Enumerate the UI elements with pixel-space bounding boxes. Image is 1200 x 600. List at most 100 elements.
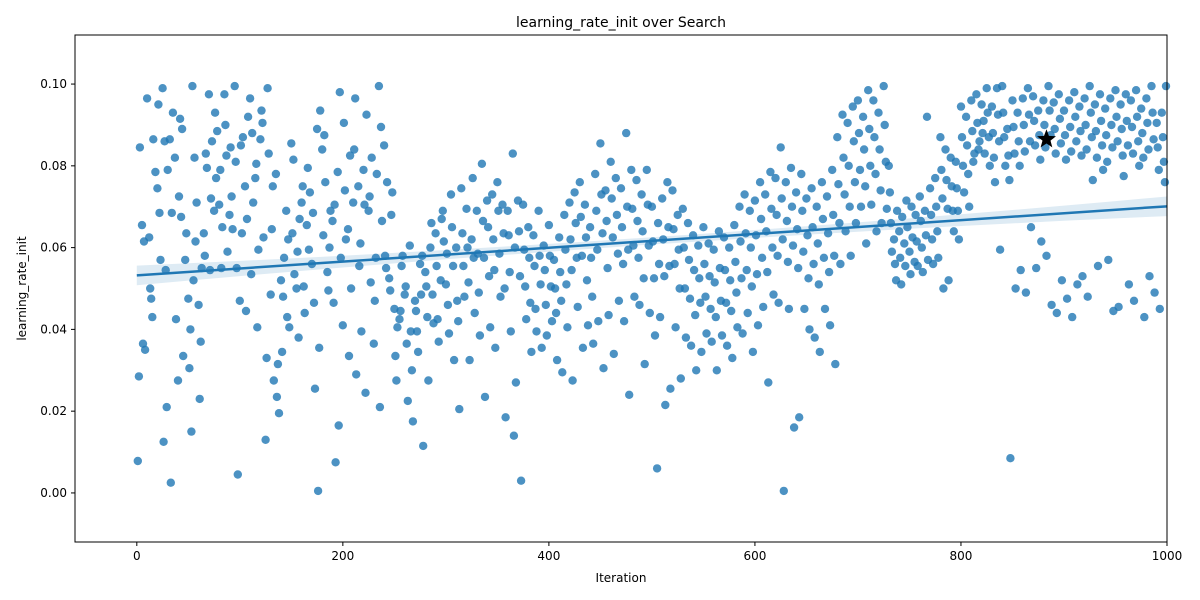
- data-point: [807, 184, 816, 193]
- data-point: [928, 259, 938, 269]
- data-point: [814, 280, 823, 289]
- data-point: [1000, 133, 1009, 142]
- data-point: [558, 368, 567, 377]
- data-point: [1051, 149, 1060, 158]
- data-point: [447, 223, 457, 232]
- data-point: [1016, 265, 1025, 275]
- data-point: [663, 178, 672, 187]
- data-point: [1071, 112, 1080, 122]
- data-point: [938, 194, 947, 203]
- data-point: [448, 261, 458, 271]
- data-point: [537, 343, 546, 352]
- x-tick-label: 0: [133, 549, 141, 563]
- data-point: [525, 253, 534, 262]
- data-point: [633, 216, 642, 226]
- data-point: [815, 347, 824, 357]
- data-point: [618, 259, 628, 269]
- data-point: [366, 278, 375, 287]
- data-point: [501, 413, 510, 422]
- data-point: [823, 229, 833, 238]
- data-point: [712, 366, 721, 375]
- data-point: [1052, 308, 1062, 318]
- data-point: [998, 81, 1007, 91]
- data-point: [625, 390, 634, 399]
- data-point: [241, 306, 251, 316]
- data-point: [685, 294, 695, 303]
- data-point: [1114, 302, 1123, 312]
- data-point: [1090, 100, 1100, 109]
- data-point: [766, 167, 775, 177]
- data-point: [320, 131, 329, 140]
- data-point: [387, 210, 396, 220]
- data-point: [969, 157, 978, 166]
- data-point: [697, 347, 706, 357]
- data-point: [773, 251, 782, 260]
- data-point: [872, 227, 881, 236]
- data-point: [714, 227, 724, 236]
- data-point: [226, 143, 235, 152]
- data-point: [412, 327, 422, 336]
- data-point: [676, 374, 685, 383]
- data-point: [974, 145, 983, 154]
- data-point: [652, 464, 662, 473]
- data-point: [1123, 141, 1133, 150]
- data-point: [885, 188, 895, 197]
- data-point: [1070, 88, 1079, 97]
- data-point: [1005, 175, 1014, 185]
- data-point: [431, 229, 440, 238]
- data-point: [692, 366, 701, 375]
- data-point: [681, 333, 691, 342]
- data-point: [639, 274, 648, 283]
- data-point: [361, 388, 370, 397]
- data-point: [576, 212, 585, 222]
- data-point: [845, 202, 854, 211]
- data-point: [939, 284, 948, 293]
- data-point: [591, 169, 600, 179]
- data-point: [772, 210, 781, 220]
- data-point: [922, 112, 932, 122]
- data-point: [489, 235, 498, 244]
- data-point: [1068, 312, 1077, 322]
- data-point: [516, 476, 526, 485]
- data-point: [779, 486, 788, 496]
- data-point: [1034, 106, 1043, 115]
- data-point: [1137, 104, 1146, 113]
- data-point: [799, 247, 808, 256]
- data-point: [1015, 161, 1024, 170]
- data-point: [890, 259, 900, 269]
- data-point: [167, 208, 176, 218]
- data-point: [977, 100, 986, 109]
- data-point: [521, 282, 530, 291]
- data-point: [980, 149, 989, 158]
- data-point: [474, 288, 483, 297]
- data-point: [261, 435, 270, 444]
- data-point: [408, 417, 418, 426]
- data-point: [730, 220, 739, 230]
- data-point: [199, 229, 208, 238]
- data-point: [782, 216, 792, 226]
- data-point: [1112, 112, 1121, 122]
- data-point: [731, 257, 740, 267]
- data-point: [1104, 255, 1113, 265]
- data-point: [236, 141, 246, 150]
- y-axis-ticks: 0.00 0.02 0.04 0.06 0.08 0.10: [40, 77, 75, 500]
- data-point: [264, 149, 273, 158]
- data-point: [783, 257, 793, 267]
- data-point: [936, 133, 945, 142]
- data-point: [346, 284, 356, 293]
- data-point: [640, 359, 649, 369]
- data-point: [242, 214, 252, 224]
- data-point: [812, 202, 821, 211]
- data-point: [580, 200, 590, 209]
- data-point: [658, 194, 667, 203]
- data-point: [882, 204, 891, 213]
- data-point: [989, 153, 999, 162]
- data-point: [866, 161, 875, 170]
- data-point: [836, 259, 845, 269]
- data-point: [174, 192, 184, 201]
- data-point: [1009, 122, 1018, 132]
- data-point: [650, 331, 660, 340]
- data-point: [573, 302, 582, 312]
- data-point: [864, 86, 873, 95]
- data-point: [757, 253, 767, 262]
